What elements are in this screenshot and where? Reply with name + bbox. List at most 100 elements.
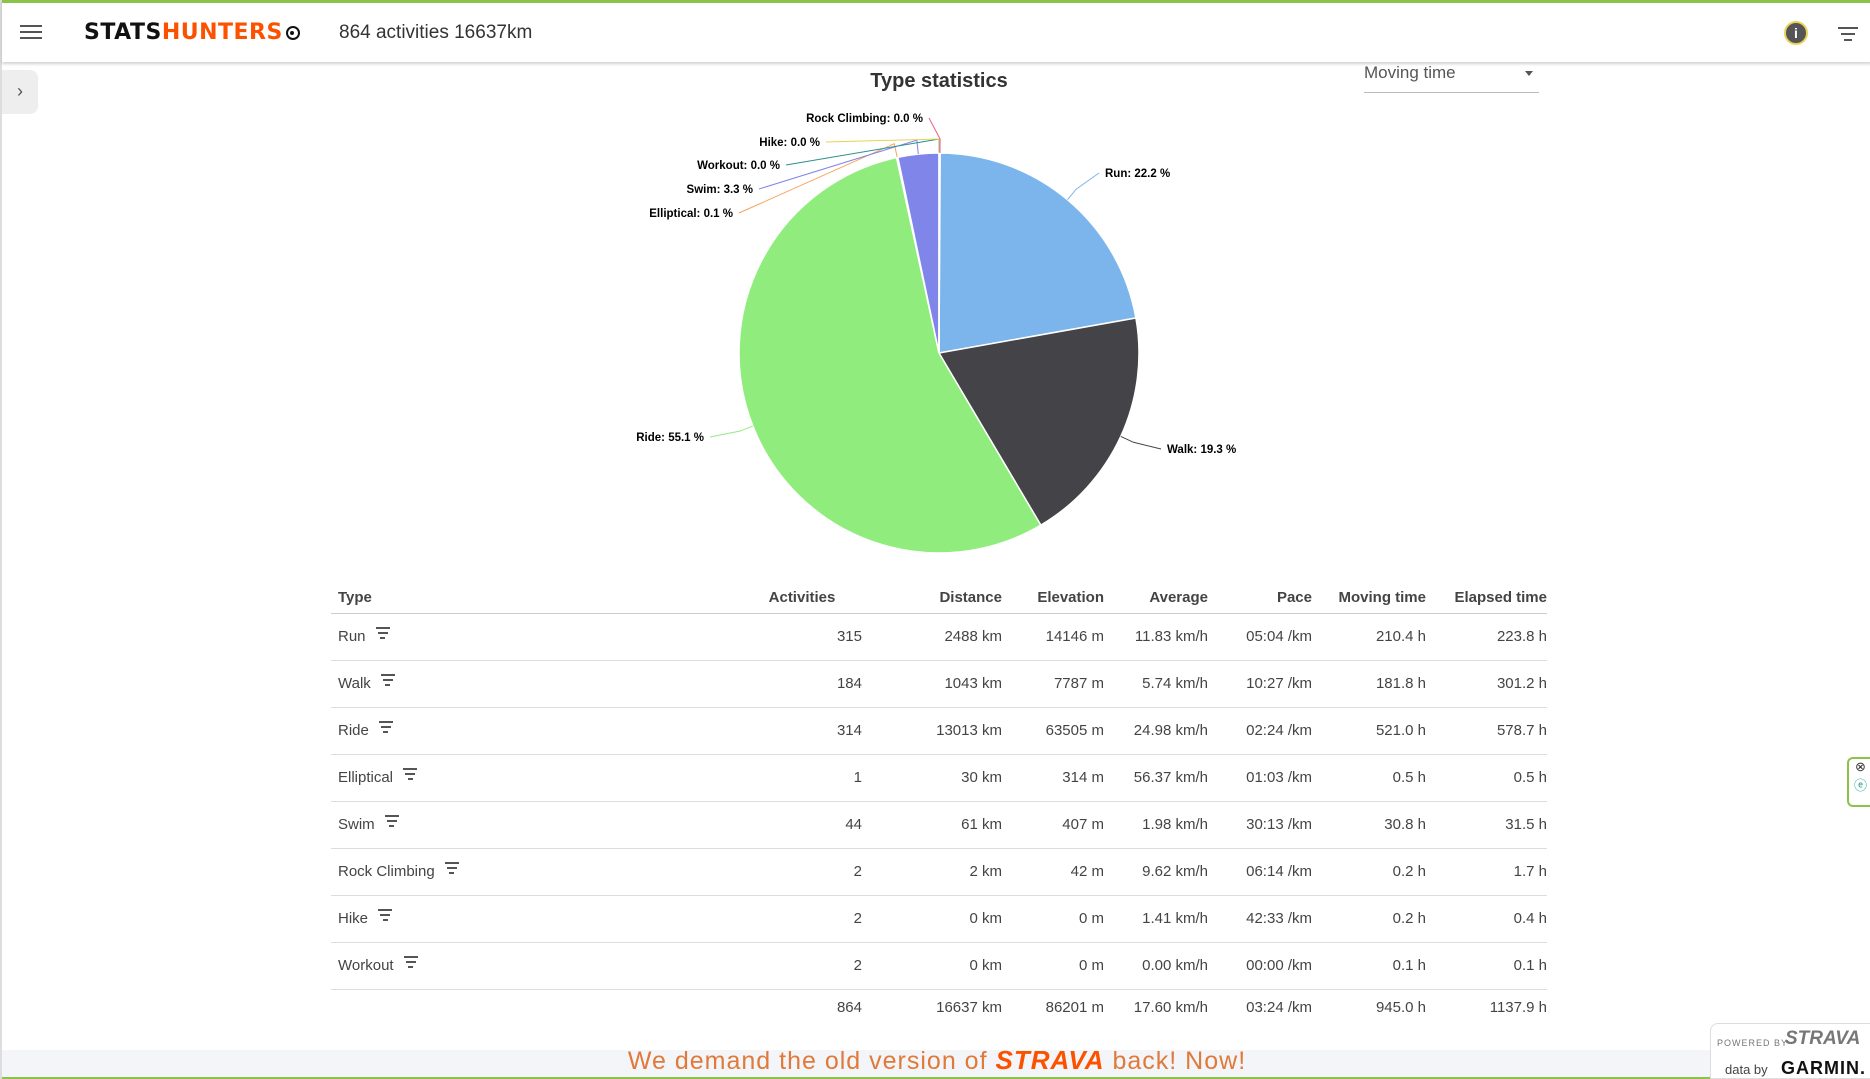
- table-cell: 00:00 /km: [1208, 942, 1312, 990]
- column-header[interactable]: Distance: [882, 583, 1002, 614]
- column-header[interactable]: Average: [1104, 583, 1208, 614]
- table-cell: 11.83 km/h: [1104, 613, 1208, 661]
- table-cell: 407 m: [1002, 801, 1104, 849]
- table-cell: 63505 m: [1002, 707, 1104, 755]
- table-row: Ride 314 13013 km 63505 m 24.98 km/h 02:24 /k…: [331, 707, 1547, 755]
- pie-data-label: Workout: 0.0 %: [697, 160, 780, 172]
- total-cell: 1137.9 h: [1426, 988, 1547, 1025]
- table-cell: 30.8 h: [1312, 801, 1426, 849]
- type-cell: Run: [331, 613, 722, 661]
- pie-connector: [928, 117, 941, 154]
- total-row: 864 16637 km 86201 m 17.60 km/h 03:24 /km 945…: [331, 988, 1547, 1025]
- filter-icon[interactable]: [375, 626, 390, 642]
- pie-data-label: Hike: 0.0 %: [759, 137, 820, 149]
- pie-data-label: Swim: 3.3 %: [687, 184, 753, 196]
- pie-data-label: Rock Climbing: 0.0 %: [806, 113, 923, 125]
- table-row: Run 315 2488 km 14146 m 11.83 km/h 05:04 /km 2…: [331, 613, 1547, 661]
- table-row: Hike 2 0 km 0 m 1.41 km/h 42:33 /km 0.2 h 0.4 h: [331, 895, 1547, 943]
- table-cell: 2: [722, 895, 882, 943]
- total-cell: 945.0 h: [1312, 988, 1426, 1025]
- column-header[interactable]: Elapsed time: [1426, 583, 1547, 614]
- total-cell: 16637 km: [882, 988, 1002, 1025]
- close-icon[interactable]: ⊗: [1855, 759, 1866, 774]
- activity-summary: 864 activities 16637km: [339, 22, 533, 43]
- type-cell: Elliptical: [331, 754, 722, 802]
- table-cell: 2488 km: [882, 613, 1002, 661]
- type-cell: Walk: [331, 660, 722, 708]
- pie-chart: Run: 22.2 % Walk: 19.3 % Ride: 55.1 % Ellip…: [636, 113, 1236, 554]
- table-cell: 0.1 h: [1426, 942, 1547, 990]
- column-header[interactable]: Activities: [722, 583, 882, 614]
- filter-icon[interactable]: [378, 720, 393, 736]
- type-statistics-table: Type Activities Distance Elevation Average Pa…: [331, 583, 1547, 1025]
- pie-slice-rock-climbing[interactable]: [938, 152, 941, 354]
- filter-icon[interactable]: [384, 814, 399, 830]
- type-label: Hike: [338, 910, 369, 927]
- table-cell: 14146 m: [1002, 613, 1104, 661]
- hamburger-menu-icon[interactable]: [20, 25, 42, 43]
- column-header[interactable]: Pace: [1208, 583, 1312, 614]
- pie-slice-walk[interactable]: [937, 317, 1140, 527]
- pie-slice-run[interactable]: [938, 152, 1137, 354]
- filter-icon[interactable]: [444, 861, 459, 877]
- table-cell: 521.0 h: [1312, 707, 1426, 755]
- table-cell: 9.62 km/h: [1104, 848, 1208, 896]
- browser-extension-widget[interactable]: ⊗ ⓔ: [1847, 757, 1870, 807]
- table-cell: 184: [722, 660, 882, 708]
- filter-icon[interactable]: [380, 673, 395, 689]
- table-cell: 5.74 km/h: [1104, 660, 1208, 708]
- type-label: Elliptical: [338, 769, 394, 786]
- table-row: Workout 2 0 km 0 m 0.00 km/h 00:00 /km 0.1 h 0.…: [331, 942, 1547, 990]
- table-cell: 31.5 h: [1426, 801, 1547, 849]
- table-row: Elliptical 1 30 km 314 m 56.37 km/h 01:03 /km…: [331, 754, 1547, 802]
- top-bar: STATSHUNTERS 864 activities 16637km i: [2, 0, 1870, 62]
- type-label: Workout: [338, 957, 394, 974]
- column-header[interactable]: Type: [331, 583, 722, 614]
- table-cell: 0 m: [1002, 895, 1104, 943]
- table-cell: 05:04 /km: [1208, 613, 1312, 661]
- dropdown-caret-icon: [1525, 71, 1533, 76]
- table-cell: 0.2 h: [1312, 848, 1426, 896]
- chart-title: Type statistics: [870, 70, 1008, 92]
- table-cell: 1.7 h: [1426, 848, 1547, 896]
- table-cell: 30 km: [882, 754, 1002, 802]
- type-label: Swim: [338, 816, 375, 833]
- type-cell: Swim: [331, 801, 722, 849]
- table-cell: 0.5 h: [1312, 754, 1426, 802]
- table-cell: 06:14 /km: [1208, 848, 1312, 896]
- table-cell: 0 km: [882, 942, 1002, 990]
- table-cell: 1: [722, 754, 882, 802]
- pie-connector: [1120, 435, 1162, 450]
- filter-icon[interactable]: [1838, 27, 1858, 45]
- column-header[interactable]: Moving time: [1312, 583, 1426, 614]
- table-cell: 2 km: [882, 848, 1002, 896]
- logo[interactable]: STATSHUNTERS: [84, 20, 300, 45]
- extension-e-icon[interactable]: ⓔ: [1853, 778, 1867, 793]
- table-cell: 30:13 /km: [1208, 801, 1312, 849]
- pie-slice-ride[interactable]: [738, 156, 1042, 554]
- table-cell: 210.4 h: [1312, 613, 1426, 661]
- column-header[interactable]: Elevation: [1002, 583, 1104, 614]
- pie-data-label: Ride: 55.1 %: [636, 432, 704, 444]
- filter-icon[interactable]: [403, 767, 418, 783]
- table-cell: 56.37 km/h: [1104, 754, 1208, 802]
- table-cell: 02:24 /km: [1208, 707, 1312, 755]
- filter-icon[interactable]: [378, 908, 393, 924]
- pie-data-label: Walk: 19.3 %: [1167, 444, 1236, 456]
- table-cell: 13013 km: [882, 707, 1002, 755]
- table-cell: 0.2 h: [1312, 895, 1426, 943]
- type-cell: Rock Climbing: [331, 848, 722, 896]
- table-cell: 181.8 h: [1312, 660, 1426, 708]
- sidebar-toggle-chevron-icon[interactable]: ›: [2, 70, 38, 114]
- table-cell: 0.4 h: [1426, 895, 1547, 943]
- table-cell: 2: [722, 942, 882, 990]
- table-cell: 301.2 h: [1426, 660, 1547, 708]
- table-cell: 0 m: [1002, 942, 1104, 990]
- info-icon[interactable]: i: [1784, 21, 1808, 45]
- total-cell: 03:24 /km: [1208, 988, 1312, 1025]
- table-cell: 1043 km: [882, 660, 1002, 708]
- total-cell: 86201 m: [1002, 988, 1104, 1025]
- table-cell: 0.5 h: [1426, 754, 1547, 802]
- metric-select[interactable]: Moving time: [1364, 63, 1539, 93]
- filter-icon[interactable]: [403, 955, 418, 971]
